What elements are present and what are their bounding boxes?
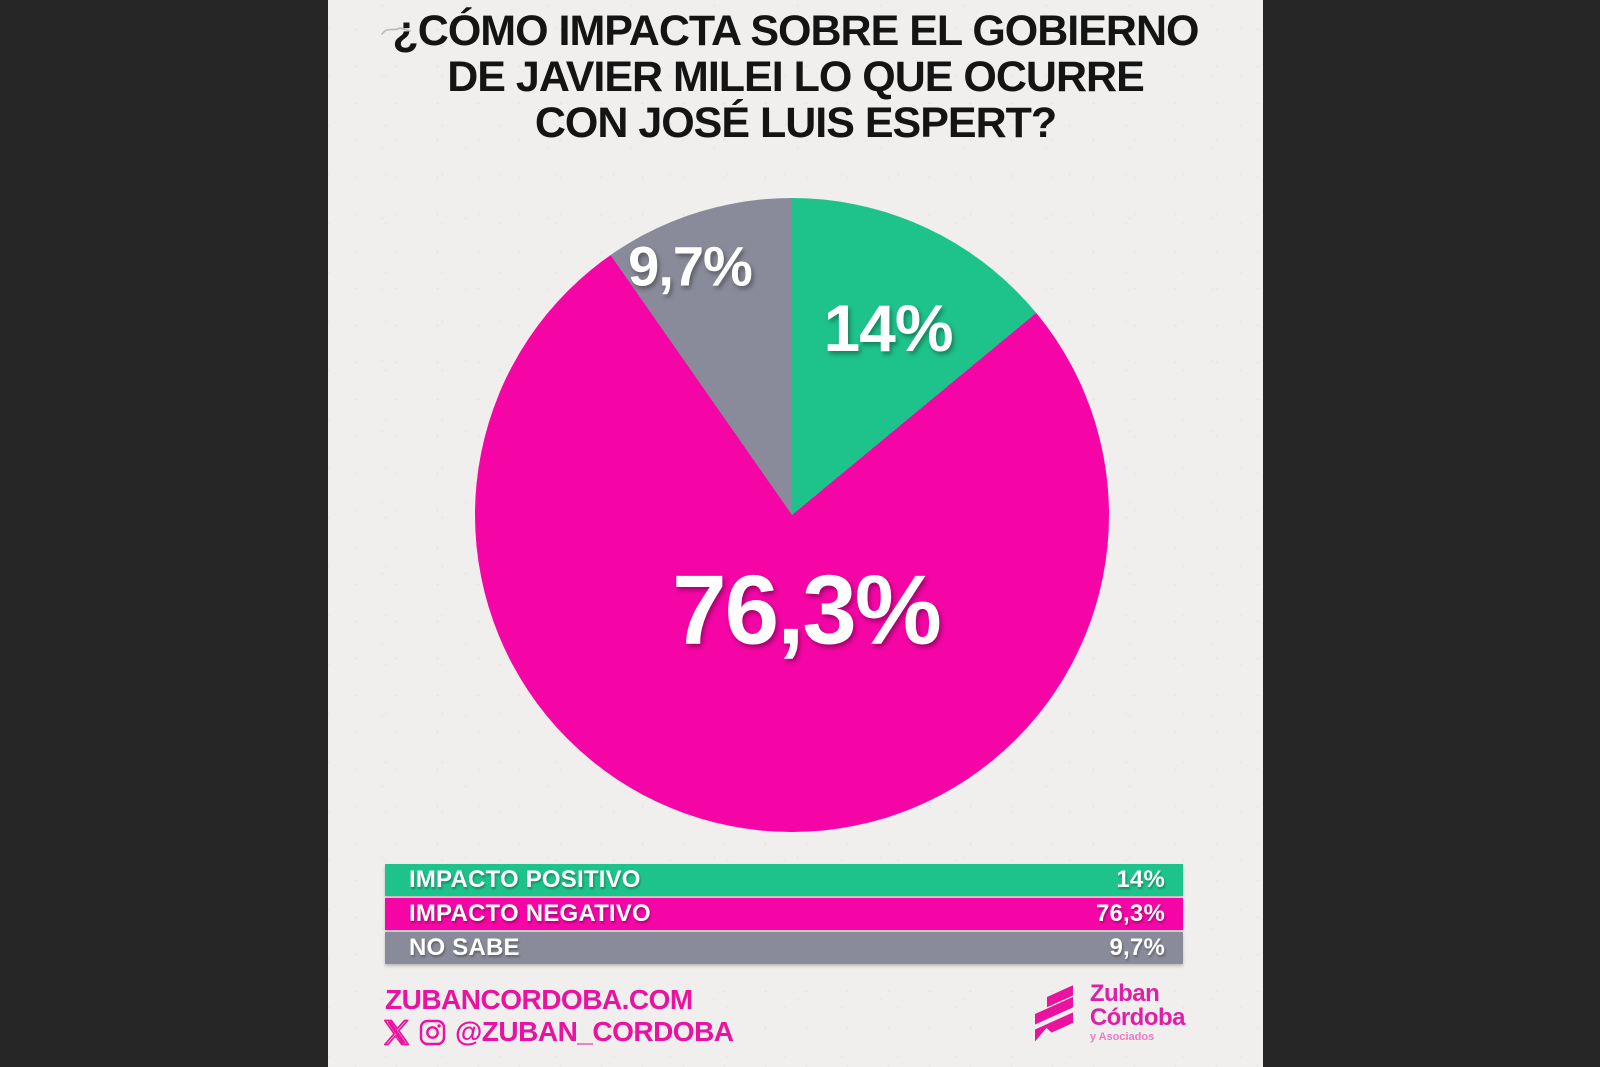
legend-label: NO SABE [409, 934, 520, 961]
title-line-1: ¿CÓMO IMPACTA SOBRE EL GOBIERNO [392, 7, 1200, 55]
logo-tagline: y Asociados [1089, 1031, 1155, 1043]
legend-row-impacto-positivo: IMPACTO POSITIVO 14% [385, 864, 1183, 896]
paper-scribble-decoration [381, 27, 411, 35]
poster-background: ¿CÓMO IMPACTA SOBRE EL GOBIERNO DE JAVIE… [328, 0, 1263, 1067]
instagram-icon [419, 1019, 446, 1045]
page-title: ¿CÓMO IMPACTA SOBRE EL GOBIERNO DE JAVIE… [328, 8, 1263, 146]
legend-value: 14% [1116, 866, 1165, 893]
legend-value: 76,3% [1095, 900, 1165, 927]
zuban-cordoba-logo-icon [1034, 984, 1073, 1041]
social-handle: @ZUBAN_CORDOBA [455, 1016, 734, 1047]
pie-label-impacto-negativo: 76,3% [672, 554, 942, 665]
logo-name-line-2: Córdoba [1089, 1004, 1186, 1031]
legend: IMPACTO POSITIVO 14% IMPACTO NEGATIVO 76… [385, 864, 1183, 966]
legend-row-impacto-negativo: IMPACTO NEGATIVO 76,3% [385, 898, 1183, 930]
title-line-3: CON JOSÉ LUIS ESPERT? [534, 99, 1057, 147]
logo-name-line-1: Zuban [1089, 980, 1160, 1007]
legend-row-no-sabe: NO SABE 9,7% [385, 932, 1183, 964]
logo-text: Zuban Córdoba y Asociados [1089, 980, 1186, 1043]
legend-label: IMPACTO NEGATIVO [409, 900, 651, 927]
legend-value: 9,7% [1109, 934, 1165, 961]
legend-label: IMPACTO POSITIVO [409, 866, 641, 893]
pie-chart [475, 198, 1109, 832]
pie-label-impacto-positivo: 14% [823, 291, 953, 365]
website-url: ZUBANCORDOBA.COM [385, 984, 693, 1015]
pie-chart-area: 9,7% 14% 76,3% [475, 198, 1109, 832]
zuban-cordoba-logo: Zuban Córdoba y Asociados [1028, 980, 1186, 1043]
pie-label-no-sabe: 9,7% [628, 234, 753, 298]
title-line-2: DE JAVIER MILEI LO QUE OCURRE [447, 53, 1145, 101]
x-icon [383, 1019, 410, 1045]
social-row: @ZUBAN_CORDOBA [383, 1016, 734, 1048]
